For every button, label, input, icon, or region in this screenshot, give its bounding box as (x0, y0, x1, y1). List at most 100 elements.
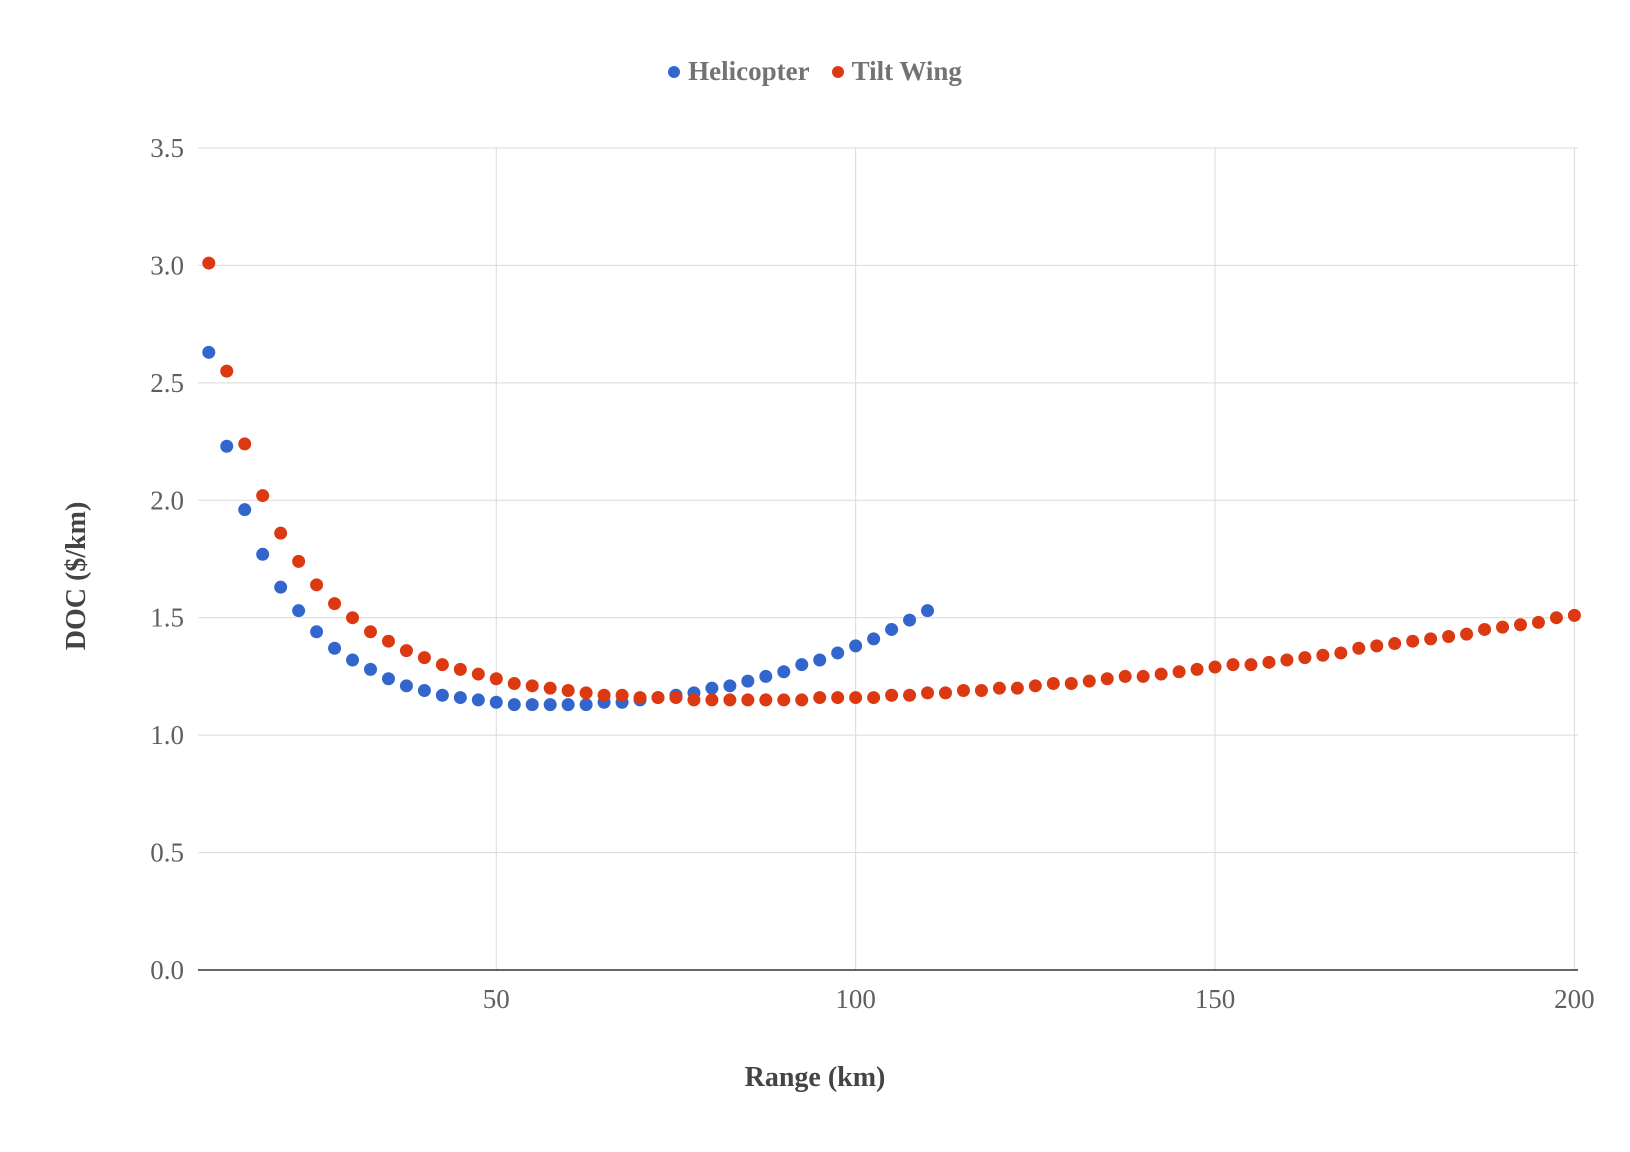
point-helicopter (741, 674, 755, 688)
point-tilt-wing (1262, 655, 1276, 669)
point-tilt-wing (399, 644, 413, 658)
point-tilt-wing (1100, 672, 1114, 686)
point-helicopter (453, 691, 467, 705)
point-tilt-wing (1549, 611, 1563, 625)
point-tilt-wing (310, 578, 324, 592)
point-helicopter (561, 698, 575, 712)
x-tick-label: 100 (835, 984, 876, 1014)
point-tilt-wing (292, 554, 306, 568)
point-tilt-wing (417, 651, 431, 665)
point-tilt-wing (220, 364, 234, 378)
point-tilt-wing (921, 686, 935, 700)
point-tilt-wing (1424, 632, 1438, 646)
point-tilt-wing (1567, 608, 1581, 622)
y-tick-label: 0.0 (150, 955, 184, 985)
point-tilt-wing (471, 667, 485, 681)
point-tilt-wing (1154, 667, 1168, 681)
point-tilt-wing (543, 681, 557, 695)
point-tilt-wing (1028, 679, 1042, 693)
point-tilt-wing (274, 526, 288, 540)
point-tilt-wing (741, 693, 755, 707)
y-axis-title: DOC ($/km) (61, 501, 92, 651)
point-helicopter (705, 681, 719, 695)
point-helicopter (885, 622, 899, 636)
x-tick-label: 200 (1554, 984, 1595, 1014)
gridlines (198, 147, 1578, 970)
point-helicopter (381, 672, 395, 686)
point-tilt-wing (202, 256, 216, 270)
point-tilt-wing (525, 679, 539, 693)
point-helicopter (831, 646, 845, 660)
point-tilt-wing (1046, 676, 1060, 690)
y-tick-label: 1.0 (150, 720, 184, 750)
point-tilt-wing (1208, 660, 1222, 674)
point-tilt-wing (238, 437, 252, 451)
point-tilt-wing (1388, 637, 1402, 651)
point-tilt-wing (1442, 630, 1456, 644)
legend-item-helicopter[interactable]: Helicopter (668, 56, 810, 87)
point-helicopter (256, 547, 270, 561)
point-helicopter (399, 679, 413, 693)
point-tilt-wing (1064, 676, 1078, 690)
x-axis-title: Range (km) (744, 1062, 886, 1093)
point-tilt-wing (328, 597, 342, 611)
tick-labels: 0.0 0.5 1.0 1.5 2.0 2.5 3.0 3.5 50 100 150 200 (150, 133, 1594, 1014)
point-helicopter (903, 613, 917, 627)
x-tick-label: 150 (1195, 984, 1236, 1014)
point-tilt-wing (1334, 646, 1348, 660)
point-tilt-wing (633, 691, 647, 705)
y-tick-label: 1.5 (150, 603, 184, 633)
point-helicopter (328, 641, 342, 655)
point-helicopter (310, 625, 324, 639)
point-tilt-wing (256, 489, 270, 503)
point-helicopter (921, 604, 935, 618)
x-tick-label: 50 (483, 984, 510, 1014)
point-tilt-wing (381, 634, 395, 648)
point-tilt-wing (579, 686, 593, 700)
point-helicopter (777, 665, 791, 679)
point-helicopter (274, 580, 288, 594)
point-tilt-wing (831, 691, 845, 705)
point-tilt-wing (1118, 669, 1132, 683)
point-tilt-wing (1352, 641, 1366, 655)
y-tick-label: 3.0 (150, 250, 184, 280)
legend-label-tilt-wing: Tilt Wing (851, 56, 962, 86)
point-tilt-wing (1280, 653, 1294, 667)
point-tilt-wing (867, 691, 881, 705)
point-helicopter (435, 688, 449, 702)
point-tilt-wing (1460, 627, 1474, 641)
point-tilt-wing (453, 662, 467, 676)
point-tilt-wing (992, 681, 1006, 695)
point-helicopter (849, 639, 863, 653)
point-tilt-wing (669, 691, 683, 705)
point-tilt-wing (813, 691, 827, 705)
point-tilt-wing (615, 688, 629, 702)
point-tilt-wing (651, 691, 665, 705)
point-tilt-wing (507, 676, 521, 690)
point-helicopter (364, 662, 377, 676)
point-tilt-wing (561, 684, 575, 698)
point-helicopter (579, 698, 593, 712)
point-tilt-wing (1298, 651, 1312, 665)
point-helicopter (543, 698, 557, 712)
point-helicopter (489, 695, 503, 709)
point-helicopter (346, 653, 360, 667)
point-tilt-wing (956, 684, 970, 698)
point-helicopter (759, 669, 773, 683)
point-tilt-wing (489, 672, 503, 686)
legend-marker-helicopter (668, 65, 681, 78)
point-tilt-wing (1172, 665, 1186, 679)
point-tilt-wing (1226, 658, 1240, 672)
y-tick-label: 0.5 (150, 838, 184, 868)
point-helicopter (220, 439, 234, 453)
point-tilt-wing (364, 625, 377, 639)
y-tick-label: 3.5 (150, 133, 184, 163)
point-helicopter (723, 679, 737, 693)
point-tilt-wing (705, 693, 719, 707)
legend-item-tilt-wing[interactable]: Tilt Wing (831, 56, 962, 87)
point-helicopter (795, 658, 809, 672)
point-tilt-wing (885, 688, 899, 702)
point-tilt-wing (1082, 674, 1096, 688)
point-tilt-wing (1010, 681, 1024, 695)
y-tick-label: 2.5 (150, 368, 184, 398)
